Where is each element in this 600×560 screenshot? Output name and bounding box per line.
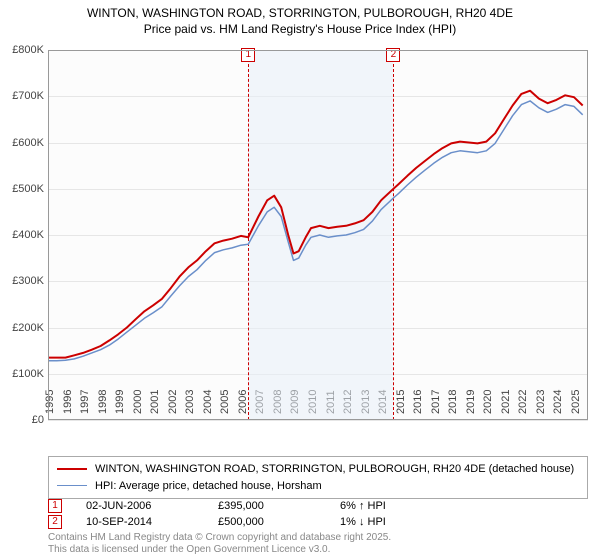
legend-row: HPI: Average price, detached house, Hors… — [57, 478, 579, 495]
ytick-label: £200K — [0, 322, 44, 334]
series-hpi — [48, 101, 583, 361]
legend-label: WINTON, WASHINGTON ROAD, STORRINGTON, PU… — [95, 461, 574, 478]
sale-delta: 6% ↑ HPI — [340, 500, 460, 512]
chart-title: WINTON, WASHINGTON ROAD, STORRINGTON, PU… — [0, 0, 600, 39]
legend: WINTON, WASHINGTON ROAD, STORRINGTON, PU… — [48, 456, 588, 499]
sale-date: 10-SEP-2014 — [86, 516, 206, 528]
sale-delta: 1% ↓ HPI — [340, 516, 460, 528]
attribution-line2: This data is licensed under the Open Gov… — [48, 544, 391, 556]
legend-swatch — [57, 468, 87, 470]
gridline-h — [48, 420, 588, 421]
ytick-label: £500K — [0, 183, 44, 195]
plot-background: £0£100K£200K£300K£400K£500K£600K£700K£80… — [48, 50, 588, 420]
attribution-line1: Contains HM Land Registry data © Crown c… — [48, 532, 391, 544]
ytick-label: £700K — [0, 90, 44, 102]
ytick-label: £0 — [0, 414, 44, 426]
sale-date: 02-JUN-2006 — [86, 500, 206, 512]
sale-flag-icon: 2 — [48, 515, 62, 529]
ytick-label: £400K — [0, 229, 44, 241]
ytick-label: £300K — [0, 275, 44, 287]
sale-row: 2 10-SEP-2014 £500,000 1% ↓ HPI — [48, 514, 588, 530]
chart-area: £0£100K£200K£300K£400K£500K£600K£700K£80… — [48, 50, 588, 420]
sales-table: 1 02-JUN-2006 £395,000 6% ↑ HPI 2 10-SEP-2014… — [48, 498, 588, 530]
chart-svg — [48, 50, 588, 420]
title-line1: WINTON, WASHINGTON ROAD, STORRINGTON, PU… — [4, 6, 596, 22]
title-line2: Price paid vs. HM Land Registry's House … — [4, 22, 596, 38]
legend-label: HPI: Average price, detached house, Hors… — [95, 478, 322, 495]
ytick-label: £100K — [0, 368, 44, 380]
legend-swatch — [57, 485, 87, 486]
sale-price: £500,000 — [218, 516, 328, 528]
legend-row: WINTON, WASHINGTON ROAD, STORRINGTON, PU… — [57, 461, 579, 478]
ytick-label: £600K — [0, 137, 44, 149]
ytick-label: £800K — [0, 44, 44, 56]
sale-price: £395,000 — [218, 500, 328, 512]
sale-row: 1 02-JUN-2006 £395,000 6% ↑ HPI — [48, 498, 588, 514]
sale-flag-icon: 1 — [48, 499, 62, 513]
attribution: Contains HM Land Registry data © Crown c… — [48, 532, 391, 556]
